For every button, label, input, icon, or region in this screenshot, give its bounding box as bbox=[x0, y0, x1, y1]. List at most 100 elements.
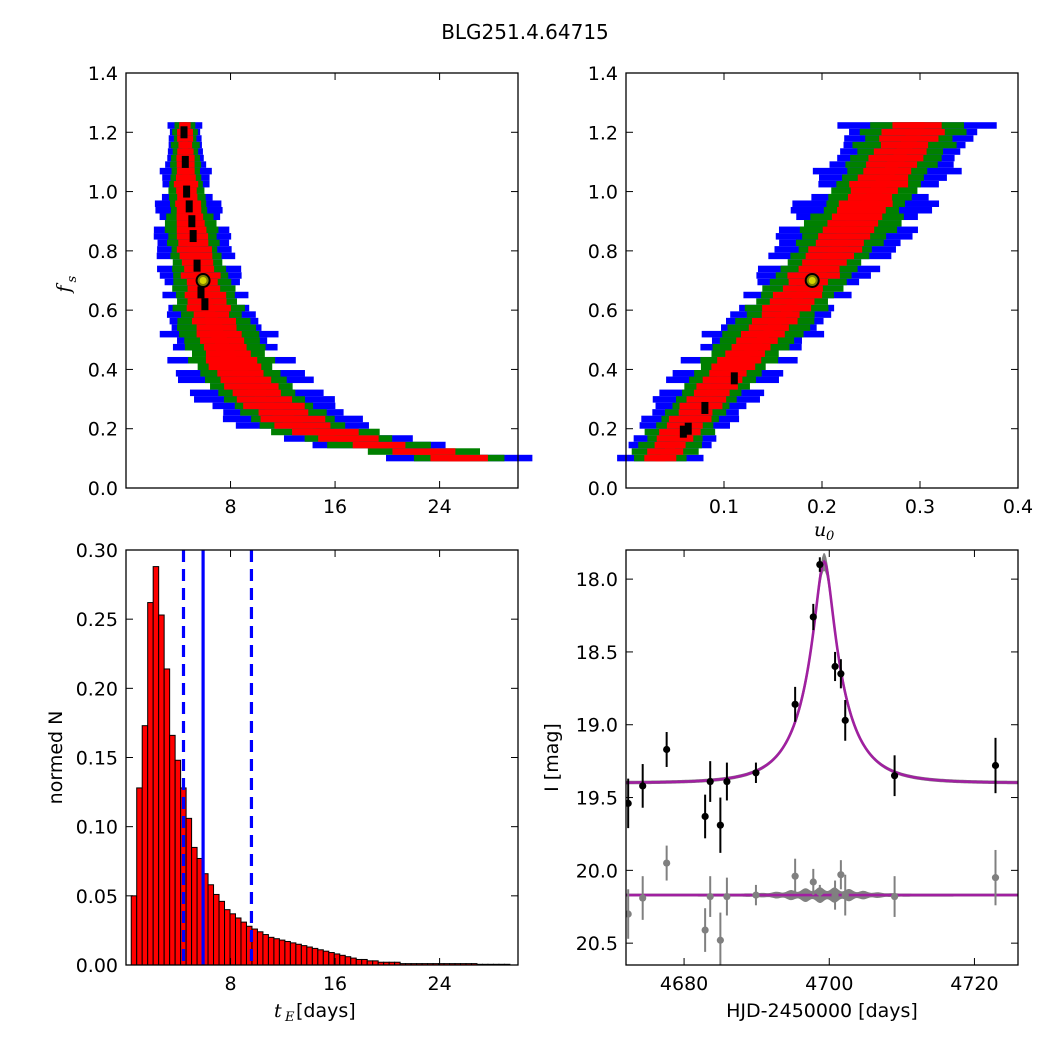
heat-cell-red bbox=[701, 396, 712, 403]
heat-cell-peak bbox=[701, 401, 709, 414]
hist-bar bbox=[306, 946, 313, 966]
heat-cell-red bbox=[866, 187, 883, 194]
panel-fs-vs-tE: 8 16 24 0.0 0.2 0.4 0.6 0.8 1.0 1.2 1.4 fs bbox=[53, 63, 533, 518]
data-point bbox=[706, 777, 714, 786]
data-point bbox=[816, 560, 824, 569]
heat-cell-red bbox=[786, 298, 798, 305]
heat-cell-red bbox=[291, 422, 313, 429]
figure-title: BLG251.4.64715 bbox=[441, 20, 609, 44]
hist-bar bbox=[311, 947, 319, 966]
hist-bar bbox=[317, 949, 324, 966]
heat-cell-red bbox=[209, 324, 224, 331]
hist-bar bbox=[218, 900, 226, 966]
hist-bar bbox=[141, 725, 149, 966]
residual-point bbox=[831, 891, 839, 899]
heat-cell-red bbox=[840, 226, 857, 234]
heat-cell-red bbox=[828, 246, 843, 253]
data-point bbox=[831, 662, 839, 671]
heat-cell-red bbox=[733, 356, 746, 364]
data-point bbox=[890, 772, 899, 780]
heat-cell-red bbox=[811, 265, 827, 273]
y-tick-label: 0.8 bbox=[88, 241, 118, 263]
heat-cell-red bbox=[893, 148, 907, 155]
residual-point bbox=[716, 936, 724, 944]
heat-cell-red bbox=[722, 370, 734, 377]
heat-cell-red bbox=[822, 252, 838, 260]
heat-cell-red bbox=[859, 200, 873, 207]
heat-cell-peak bbox=[183, 185, 191, 198]
heat-cell-red bbox=[182, 141, 189, 149]
heat-cell-red bbox=[202, 304, 216, 312]
heat-cell-red bbox=[316, 428, 335, 436]
heat-cell-red bbox=[875, 174, 891, 181]
y-tick-label: 19.0 bbox=[576, 715, 618, 737]
heat-cell-red bbox=[655, 454, 666, 462]
data-point bbox=[639, 782, 647, 790]
heat-cell-red bbox=[225, 363, 245, 371]
heat-cell-red bbox=[182, 122, 188, 129]
hist-bar bbox=[191, 846, 198, 966]
y-tick-label: 1.4 bbox=[88, 63, 118, 85]
best-fit-marker-core bbox=[199, 277, 207, 284]
hist-bar bbox=[136, 787, 143, 966]
y-tick-label: 0.0 bbox=[88, 478, 118, 500]
y-tick-label: 18.5 bbox=[576, 642, 618, 664]
data-point bbox=[701, 812, 709, 821]
x-axis-label-unit: [days] bbox=[296, 1000, 356, 1022]
heat-cell-red bbox=[337, 435, 359, 442]
y-axis-label: f bbox=[53, 283, 75, 295]
residual-point bbox=[723, 892, 731, 901]
y-tick-label: 19.5 bbox=[576, 788, 618, 810]
residual-point bbox=[639, 894, 647, 902]
y-tick-label: 20.5 bbox=[576, 933, 618, 955]
x-axis-label: u bbox=[814, 519, 826, 541]
heat-cell-red bbox=[884, 161, 899, 168]
heat-cell-red bbox=[211, 330, 227, 338]
heat-cell-red bbox=[836, 233, 852, 240]
heat-cell-red bbox=[791, 291, 804, 299]
heat-cell-red bbox=[413, 448, 435, 455]
y-axis-label: I [mag] bbox=[541, 723, 563, 792]
data-point bbox=[723, 777, 731, 786]
heat-cell-red bbox=[205, 317, 223, 325]
hist-bar bbox=[152, 566, 160, 966]
y-axis-label: normed N bbox=[45, 711, 67, 805]
data-point bbox=[791, 700, 799, 708]
heat-cell-red bbox=[818, 259, 831, 266]
x-tick-label: 4720 bbox=[950, 973, 998, 995]
x-tick-label: 4680 bbox=[660, 973, 708, 995]
heat-cell-red bbox=[220, 350, 237, 357]
heat-cell-red bbox=[751, 337, 763, 344]
heat-cell-red bbox=[684, 415, 696, 423]
y-tick-label: 0.00 bbox=[76, 955, 118, 977]
hist-bar bbox=[147, 602, 154, 966]
y-tick-label: 0.4 bbox=[88, 359, 118, 381]
heat-cell-peak bbox=[679, 425, 687, 438]
heat-cell-red bbox=[845, 220, 861, 227]
hist-bar bbox=[213, 893, 220, 966]
heat-cell-red bbox=[188, 246, 201, 253]
hist-bar bbox=[361, 958, 368, 966]
heat-cell-peak bbox=[201, 298, 209, 311]
heat-cell-red bbox=[726, 363, 740, 371]
panel-light-curve: 4680 4700 4720 18.0 18.5 19.0 19.5 20.0 20.5 HJD-… bbox=[541, 549, 1019, 1022]
x-tick-label: 0.4 bbox=[1003, 496, 1033, 518]
heat-cell-red bbox=[247, 389, 267, 397]
heat-cell-red bbox=[739, 350, 751, 357]
hist-bar bbox=[284, 940, 291, 966]
hist-bar bbox=[289, 942, 297, 966]
hist-bar bbox=[322, 950, 330, 966]
residual-point bbox=[706, 892, 714, 901]
hist-bar bbox=[300, 945, 308, 966]
hist-bar bbox=[234, 917, 242, 966]
best-fit-marker-core bbox=[808, 277, 816, 284]
x-axis-label-sub: 0 bbox=[826, 529, 834, 544]
data-point bbox=[663, 745, 671, 754]
hist-bar bbox=[344, 956, 352, 966]
y-tick-label: 0.05 bbox=[76, 886, 118, 908]
heat-cell-peak bbox=[188, 215, 196, 228]
y-tick-label: 0.25 bbox=[76, 609, 118, 631]
y-tick-label: 0.30 bbox=[76, 540, 118, 562]
